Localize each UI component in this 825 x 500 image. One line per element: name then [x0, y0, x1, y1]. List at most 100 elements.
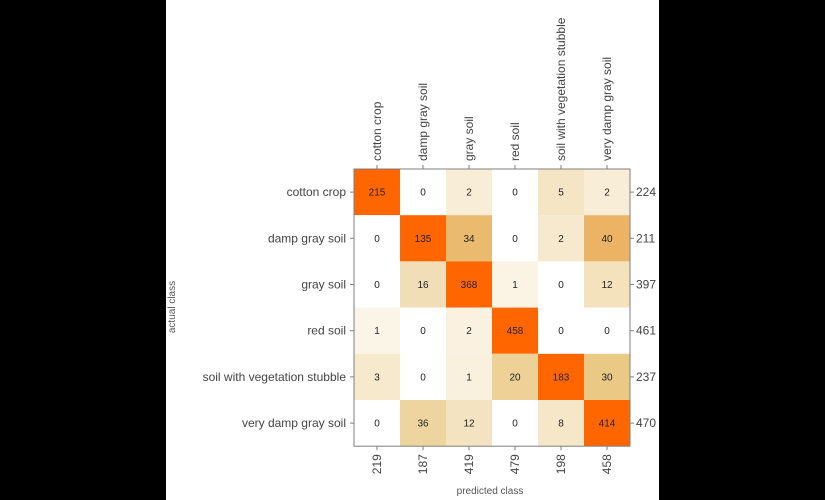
heatmap-cell [584, 400, 630, 447]
cell-value: 34 [463, 234, 475, 245]
heatmap-cell [538, 215, 584, 262]
heatmap-cell [354, 215, 400, 262]
column-total: 419 [462, 454, 476, 474]
column-label: very damp gray soil [600, 57, 614, 161]
cell-value: 12 [601, 280, 613, 291]
heatmap-cell [446, 307, 492, 354]
cell-value: 183 [553, 372, 570, 383]
row-total: 211 [636, 231, 655, 245]
heatmap-cell [400, 353, 446, 400]
heatmap-cells [354, 169, 630, 447]
row-label: very damp gray soil [242, 416, 346, 430]
cell-value: 0 [558, 326, 564, 337]
cell-value: 1 [466, 372, 472, 383]
heatmap-cell [446, 169, 492, 216]
heatmap-cell [492, 169, 538, 216]
column-label: soil with vegetation stubble [554, 17, 568, 161]
cell-value: 0 [420, 326, 426, 337]
row-totals: 224 211 397 461 237 470 [636, 185, 656, 430]
heatmap-cell [584, 169, 630, 216]
row-label: soil with vegetation stubble [203, 370, 347, 384]
row-total: 237 [636, 370, 656, 384]
heatmap-cell [400, 400, 446, 447]
confusion-matrix-chart: 215 0 2 0 5 20 135 34 0 2 400 16 368 1 0 121 0 2 458 0 03 0 1 2… [167, 17, 656, 497]
row-total: 224 [636, 185, 656, 199]
row-total: 470 [636, 416, 656, 430]
heatmap-cell [400, 261, 446, 308]
column-total: 187 [416, 454, 430, 474]
plot-frame-rect [353, 168, 631, 447]
cell-value: 30 [601, 372, 613, 383]
row-total: 461 [636, 324, 656, 338]
cell-value: 0 [420, 372, 426, 383]
column-label: gray soil [462, 116, 476, 161]
column-totals: 219 187 419 479 198 458 [370, 454, 614, 474]
row-label: red soil [307, 324, 346, 338]
cell-value: 0 [512, 419, 518, 430]
cell-value: 135 [415, 234, 432, 245]
cell-value: 0 [374, 234, 380, 245]
cell-value: 16 [417, 280, 429, 291]
heatmap-cell [446, 353, 492, 400]
column-labels: cotton crop damp gray soil gray soil red so… [370, 17, 614, 161]
cell-value: 5 [558, 188, 564, 199]
row-label: gray soil [301, 278, 346, 292]
column-total: 479 [508, 454, 522, 474]
heatmap-cell [492, 400, 538, 447]
cell-value: 1 [512, 280, 518, 291]
cell-value: 215 [369, 188, 386, 199]
chart-panel: 215 0 2 0 5 2 0 135 34 0 2 40 0 16 368 1 0 12 1 0 2 458 0 0 3 0 1 2… [166, 0, 659, 500]
heatmap-cell [400, 215, 446, 262]
cell-value: 3 [374, 372, 380, 383]
row-label: damp gray soil [268, 231, 346, 245]
heatmap-cell [446, 261, 492, 308]
heatmap-cell [400, 169, 446, 216]
cell-value: 0 [558, 280, 564, 291]
row-total: 397 [636, 278, 656, 292]
cell-value: 0 [604, 326, 610, 337]
cell-value: 12 [463, 419, 475, 430]
cell-value: 40 [601, 234, 613, 245]
column-total: 458 [600, 454, 614, 474]
heatmap-cell [538, 261, 584, 308]
heatmap-cell [538, 307, 584, 354]
cell-value: 0 [374, 280, 380, 291]
heatmap-cell [354, 169, 400, 216]
cell-value: 36 [417, 419, 429, 430]
cell-value: 2 [558, 234, 564, 245]
x-axis-title: predicted class [457, 486, 524, 497]
column-total: 198 [554, 454, 568, 474]
column-label: cotton crop [370, 101, 384, 161]
plot-frame [353, 168, 631, 447]
heatmap-cell [354, 261, 400, 308]
axis-ticks [350, 165, 634, 451]
heatmap-cell [492, 353, 538, 400]
cell-value: 368 [461, 280, 478, 291]
heatmap-cell [354, 400, 400, 447]
heatmap-cell [446, 215, 492, 262]
column-label: damp gray soil [416, 83, 430, 161]
cell-value: 0 [420, 188, 426, 199]
heatmap-cell [492, 215, 538, 262]
heatmap-cell [354, 307, 400, 354]
cell-value: 20 [509, 372, 521, 383]
heatmap-cell [354, 353, 400, 400]
cell-value: 1 [374, 326, 380, 337]
row-labels: cotton crop damp gray soil gray soil red so… [203, 185, 347, 430]
column-label: red soil [508, 122, 522, 161]
heatmap-cell [584, 353, 630, 400]
cell-value: 414 [599, 419, 616, 430]
heatmap-cell [584, 215, 630, 262]
cell-value: 8 [558, 419, 564, 430]
heatmap-cell [492, 261, 538, 308]
column-total: 219 [370, 454, 384, 474]
cell-value-labels: 215 0 2 0 5 20 135 34 0 2 400 16 368 1 0 121 0 2 458 0 03 0 1 2… [369, 188, 616, 430]
row-label: cotton crop [287, 185, 347, 199]
cell-value: 2 [466, 326, 472, 337]
heatmap-cell [538, 400, 584, 447]
heatmap-cell [538, 169, 584, 216]
heatmap-cell [400, 307, 446, 354]
heatmap-cell [584, 307, 630, 354]
cell-value: 0 [374, 419, 380, 430]
cell-value: 2 [604, 188, 610, 199]
